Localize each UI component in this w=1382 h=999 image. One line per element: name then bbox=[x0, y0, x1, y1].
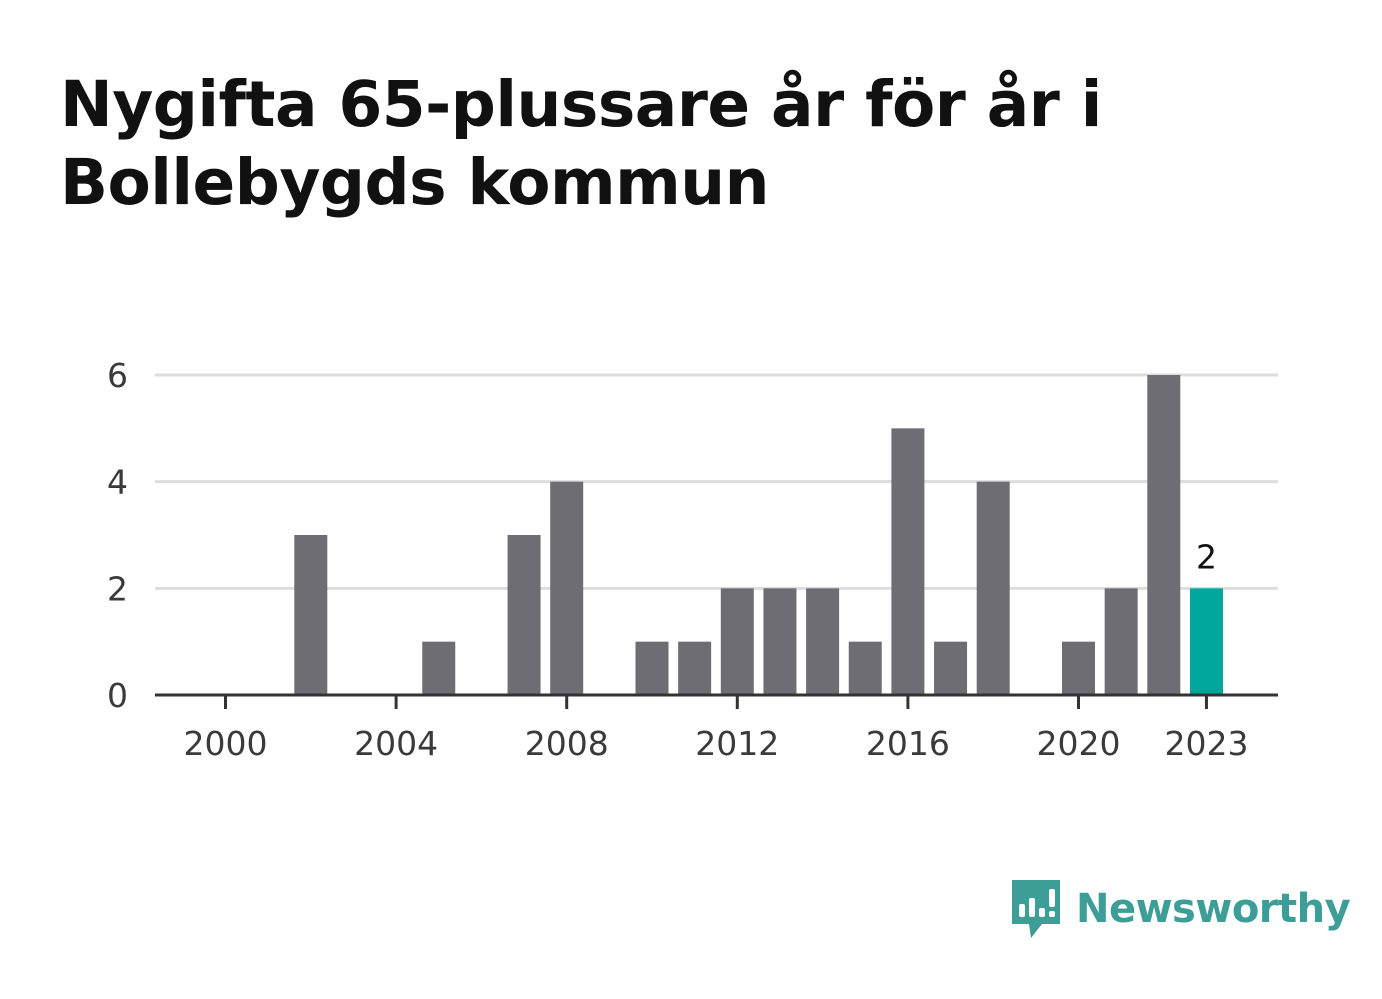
x-tick-label: 2004 bbox=[354, 724, 438, 763]
bar-2011 bbox=[678, 641, 712, 695]
y-axis-labels: 0 2 4 6 bbox=[107, 356, 128, 715]
chart-title: Nygifta 65-plussare år för år i Bollebyg… bbox=[60, 68, 1102, 219]
bar-2023 bbox=[1189, 588, 1223, 695]
x-tick-label: 2023 bbox=[1164, 724, 1248, 763]
brand-name: Newsworthy bbox=[1076, 886, 1351, 932]
bar-2013 bbox=[763, 588, 797, 695]
bar-2007 bbox=[507, 535, 541, 695]
bar-2002 bbox=[294, 535, 328, 695]
y-tick-label: 6 bbox=[107, 356, 128, 395]
y-tick-label: 2 bbox=[107, 569, 128, 608]
bar-2015 bbox=[848, 641, 882, 695]
x-tick-label: 2020 bbox=[1037, 724, 1121, 763]
bars bbox=[294, 375, 1223, 695]
x-tick-label: 2000 bbox=[184, 724, 268, 763]
x-axis bbox=[155, 693, 1278, 709]
y-tick-label: 4 bbox=[107, 463, 128, 502]
x-axis-labels: 2000 2004 2008 2012 2016 2020 2023 bbox=[184, 724, 1249, 763]
value-annotations: 2 bbox=[1196, 537, 1217, 576]
bar-2010 bbox=[635, 641, 669, 695]
y-tick-label: 0 bbox=[107, 676, 128, 715]
x-tick-label: 2016 bbox=[866, 724, 950, 763]
bar-2017 bbox=[934, 641, 968, 695]
bar-2022 bbox=[1147, 375, 1181, 695]
bar-2020 bbox=[1062, 641, 1095, 695]
bar-2005 bbox=[422, 641, 456, 695]
bar-2021 bbox=[1104, 588, 1138, 695]
bar-2012 bbox=[720, 588, 754, 695]
x-tick-label: 2008 bbox=[525, 724, 609, 763]
bar-chart-speech-bubble-icon bbox=[1012, 880, 1060, 938]
bar-2016 bbox=[891, 428, 925, 695]
grid-lines bbox=[155, 373, 1278, 590]
bar-2018 bbox=[976, 481, 1010, 695]
x-tick-label: 2012 bbox=[695, 724, 779, 763]
data-label-2023: 2 bbox=[1196, 537, 1217, 576]
newsworthy-logo: Newsworthy bbox=[1010, 876, 1351, 942]
bar-2008 bbox=[550, 481, 584, 695]
bar-2014 bbox=[806, 588, 840, 695]
